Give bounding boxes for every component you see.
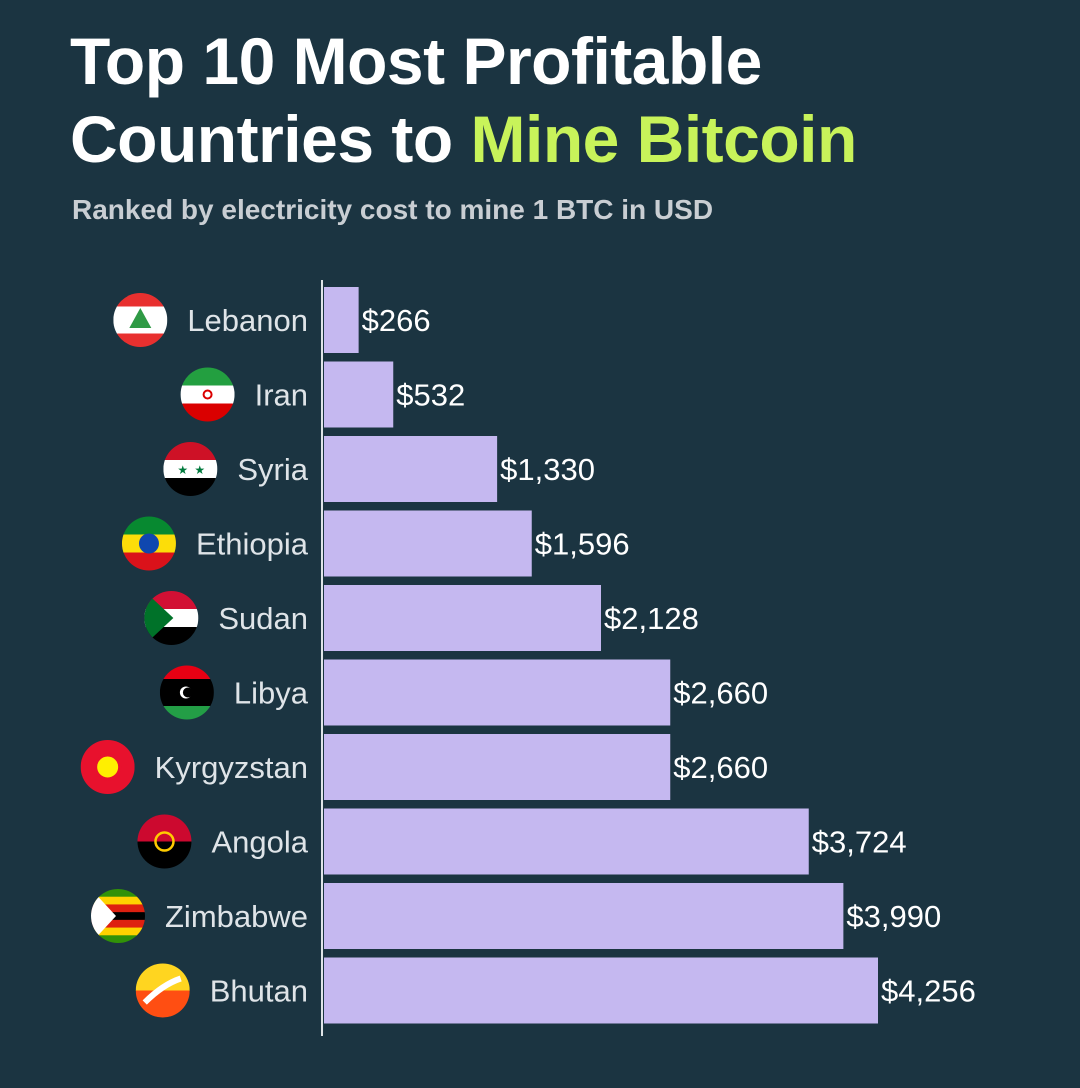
category-label: Lebanon	[187, 303, 308, 338]
category-label: Syria	[237, 452, 308, 487]
value-label: $266	[362, 303, 431, 338]
value-label: $532	[396, 378, 465, 413]
bar-row-zimbabwe: $3,990 Zimbabwe	[91, 883, 941, 949]
category-label: Angola	[211, 825, 308, 860]
bar-zimbabwe	[324, 883, 844, 949]
bar-row-sudan: $2,128 Sudan	[144, 585, 699, 651]
bar-ethiopia	[324, 510, 532, 577]
title-line-1: Top 10 Most Profitable	[70, 24, 762, 98]
bar-row-libya: $2,660 Libya	[159, 659, 768, 726]
value-label: $2,660	[673, 676, 768, 711]
bar-bhutan	[324, 957, 878, 1024]
value-label: $2,660	[673, 750, 768, 785]
chart-title: Top 10 Most Profitable Countries to Mine…	[70, 22, 857, 178]
chart-subtitle: Ranked by electricity cost to mine 1 BTC…	[72, 194, 714, 225]
category-label: Libya	[234, 676, 309, 711]
bhutan-flag-icon	[135, 963, 190, 1018]
bar-row-ethiopia: $1,596 Ethiopia	[121, 510, 630, 577]
bar-row-kyrgyzstan: $2,660 Kyrgyzstan	[80, 734, 768, 800]
kyrgyzstan-flag-icon	[80, 740, 135, 794]
iran-flag-icon	[180, 367, 235, 422]
bar-row-bhutan: $4,256 Bhutan	[135, 957, 976, 1024]
value-label: $1,596	[535, 527, 630, 562]
bar-row-angola: $3,724 Angola	[137, 808, 907, 875]
value-label: $3,724	[812, 825, 907, 860]
svg-text:★: ★	[194, 463, 205, 477]
ethiopia-flag-icon	[121, 516, 176, 571]
value-label: $1,330	[500, 452, 595, 487]
value-label: $3,990	[846, 899, 941, 934]
bar-row-lebanon: $266 Lebanon	[113, 287, 431, 353]
syria-flag-icon: ★ ★	[163, 442, 218, 496]
libya-flag-icon	[159, 665, 214, 720]
value-label: $2,128	[604, 601, 699, 636]
zimbabwe-flag-icon	[91, 889, 145, 943]
sudan-flag-icon	[144, 591, 199, 645]
bar-lebanon	[324, 287, 359, 353]
category-label: Zimbabwe	[165, 899, 308, 934]
bar-sudan	[324, 585, 601, 651]
bar-libya	[324, 659, 671, 726]
title-line-2: Countries to	[70, 102, 471, 176]
bar-row-iran: $532 Iran	[180, 361, 465, 428]
category-label: Iran	[255, 378, 308, 413]
lebanon-flag-icon	[113, 293, 168, 347]
value-label: $4,256	[881, 974, 976, 1009]
category-label: Ethiopia	[196, 527, 309, 562]
bar-syria	[324, 436, 498, 502]
title-highlight: Mine Bitcoin	[470, 102, 858, 176]
svg-text:★: ★	[177, 463, 188, 477]
category-label: Kyrgyzstan	[155, 750, 308, 785]
bar-iran	[324, 361, 394, 428]
category-label: Bhutan	[210, 974, 308, 1009]
bar-kyrgyzstan	[324, 734, 671, 800]
bar-angola	[324, 808, 809, 875]
angola-flag-icon	[137, 814, 192, 869]
category-label: Sudan	[218, 601, 308, 636]
